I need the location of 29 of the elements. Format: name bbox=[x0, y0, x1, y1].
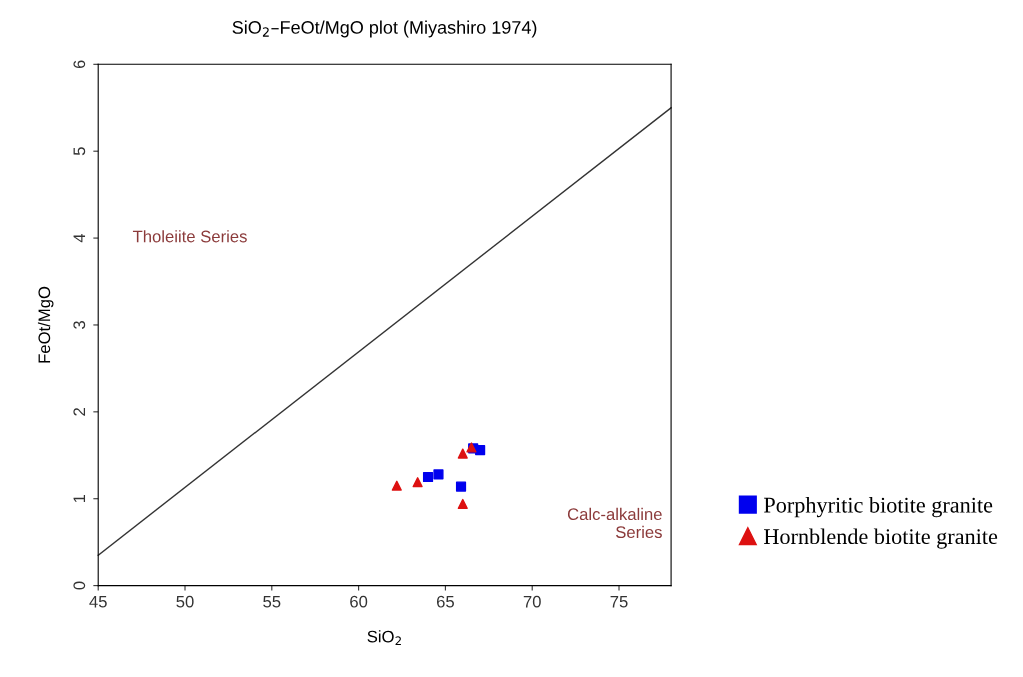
y-tick-label: 0 bbox=[73, 581, 86, 590]
y-tick-label: 4 bbox=[73, 233, 86, 243]
point bbox=[391, 480, 402, 491]
x-tick-label: 60 bbox=[350, 595, 368, 608]
x-axis-title: SiO$_{2}$ bbox=[367, 630, 401, 646]
annotation: Tholeiite Series bbox=[132, 230, 247, 243]
x-tick-label: 55 bbox=[263, 595, 281, 608]
legend-label: Porphyritic biotite granite bbox=[764, 497, 993, 518]
annotation: Calc-alkaline Series bbox=[567, 507, 662, 539]
y-tick-label: 3 bbox=[73, 321, 86, 329]
x-tick-label: 75 bbox=[610, 595, 628, 608]
point bbox=[433, 469, 444, 480]
point bbox=[457, 498, 468, 510]
legend-label: Hornblende biotite granite bbox=[764, 528, 998, 549]
point bbox=[412, 477, 423, 488]
y-tick-label: 6 bbox=[73, 60, 86, 69]
x-tick-label: 65 bbox=[436, 595, 454, 608]
y-tick-label: 1 bbox=[73, 494, 86, 503]
x-tick-label: 50 bbox=[176, 595, 194, 608]
y-tick-label: 5 bbox=[73, 147, 86, 156]
point bbox=[457, 448, 468, 459]
point bbox=[422, 471, 434, 483]
x-tick-label: 70 bbox=[523, 595, 541, 608]
x-tick-label: 45 bbox=[89, 595, 107, 608]
y-axis-title: FeOt/MgO bbox=[37, 286, 54, 363]
point bbox=[475, 444, 486, 456]
point bbox=[455, 481, 467, 492]
y-tick-label: 2 bbox=[73, 408, 86, 416]
chart-title: SiO$_{2}$–FeOt/MgO plot (Miyashiro 1974) bbox=[232, 20, 537, 38]
